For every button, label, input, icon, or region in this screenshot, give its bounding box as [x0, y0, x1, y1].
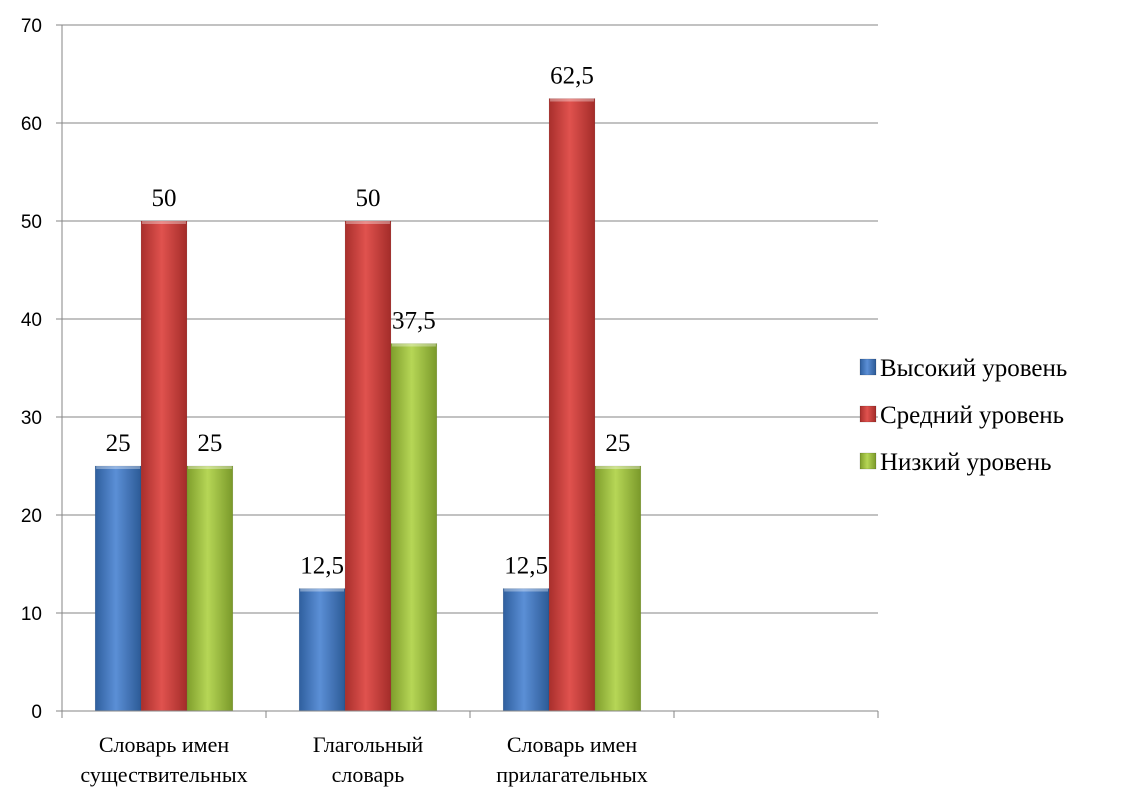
data-label: 12,5: [300, 553, 344, 580]
bars: 25 50 25 12,5 50 37,5 12,5 62,5 25: [94, 63, 642, 712]
bar-highlight: [96, 466, 141, 469]
bar: [94, 465, 142, 712]
bar: [548, 98, 596, 712]
bar: [344, 220, 392, 712]
data-label: 37,5: [392, 308, 436, 335]
legend-label: Высокий уровень: [880, 355, 1067, 382]
bar: [298, 588, 346, 712]
x-axis: Словарь имен существительных Глагольный сло…: [61, 710, 879, 787]
bar-highlight: [300, 588, 345, 592]
legend-swatch: [859, 452, 877, 470]
y-tick-label: 20: [21, 506, 42, 527]
data-label: 25: [106, 430, 131, 457]
data-label: 50: [152, 185, 177, 212]
bar-highlight: [550, 98, 594, 102]
x-tick-label: прилагательных: [496, 762, 647, 787]
legend-swatch: [859, 405, 877, 423]
y-tick-label: 10: [21, 604, 42, 625]
bar: [186, 465, 234, 712]
data-label: 12,5: [504, 553, 548, 580]
bar-highlight: [391, 343, 436, 347]
x-tick-label: существительных: [80, 762, 247, 787]
x-tick-label: Глагольный: [313, 732, 424, 757]
bar-highlight: [346, 221, 390, 224]
legend-swatch: [859, 358, 877, 376]
y-tick-label: 40: [21, 310, 42, 331]
data-label: 50: [356, 185, 381, 212]
bar-highlight: [187, 466, 232, 469]
legend-label: Средний уровень: [880, 402, 1064, 429]
legend: Высокий уровень Средний уровень Низкий уро…: [859, 355, 1067, 476]
y-tick-label: 70: [21, 16, 42, 37]
data-label: 25: [197, 430, 222, 457]
bar-highlight: [142, 221, 186, 224]
bar: [390, 343, 438, 712]
y-axis: 0 10 20 30 40 50 60 70: [21, 16, 63, 723]
data-label: 25: [605, 430, 630, 457]
y-tick-label: 50: [21, 212, 42, 233]
x-tick-label: Словарь имен: [99, 732, 230, 757]
bar: [140, 220, 188, 712]
data-label: 62,5: [550, 63, 594, 90]
bar-highlight: [504, 588, 549, 592]
bar: [594, 465, 642, 712]
bar-highlight: [595, 466, 640, 469]
legend-label: Низкий уровень: [880, 449, 1052, 476]
y-tick-label: 60: [21, 114, 42, 135]
y-tick-label: 30: [21, 408, 42, 429]
x-tick-label: Словарь имен: [507, 732, 638, 757]
y-tick-label: 0: [31, 702, 42, 723]
x-tick-label: словарь: [332, 762, 405, 787]
bar: [502, 588, 550, 712]
